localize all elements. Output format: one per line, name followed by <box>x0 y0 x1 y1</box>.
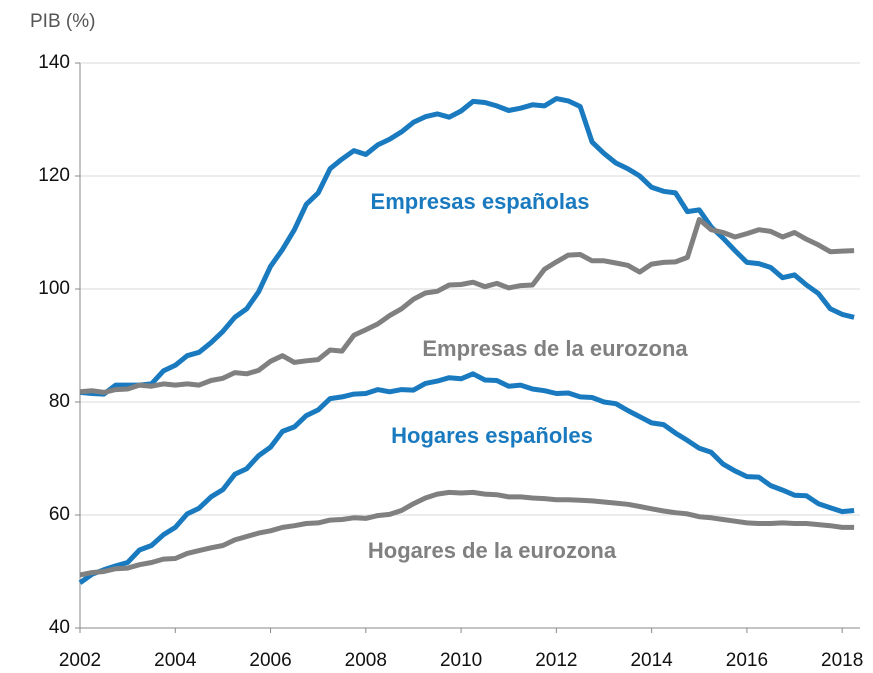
y-axis-label: PIB (%) <box>30 11 95 32</box>
x-tick-label: 2016 <box>726 650 768 671</box>
series-label: Hogares españoles <box>391 423 593 448</box>
series-line <box>79 217 855 395</box>
x-tick-label: 2010 <box>440 650 482 671</box>
y-tick-label: 140 <box>38 52 70 73</box>
y-tick-label: 40 <box>49 617 70 638</box>
x-tick-label: 2004 <box>154 650 197 671</box>
series-line <box>78 371 855 585</box>
x-tick-label: 2006 <box>249 650 291 671</box>
x-tick-label: 2014 <box>630 650 673 671</box>
y-tick-label: 100 <box>38 278 70 299</box>
series-line <box>79 489 855 578</box>
series-label: Hogares de la eurozona <box>368 538 617 563</box>
y-tick-label: 80 <box>49 391 70 412</box>
x-tick-label: 2008 <box>345 650 387 671</box>
x-tick-label: 2002 <box>59 650 101 671</box>
series-label: Empresas españolas <box>371 189 590 214</box>
series-label: Empresas de la eurozona <box>422 336 688 361</box>
x-tick-label: 2018 <box>821 650 863 671</box>
x-tick-label: 2012 <box>535 650 577 671</box>
y-tick-label: 120 <box>38 165 70 186</box>
y-tick-label: 60 <box>49 504 70 525</box>
series-line <box>79 96 855 397</box>
